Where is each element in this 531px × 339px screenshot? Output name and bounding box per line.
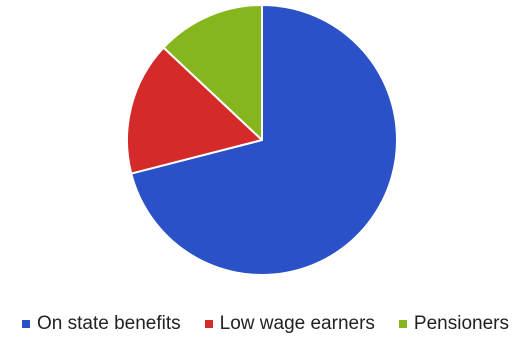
legend-swatch-low-wage-earners (204, 320, 213, 328)
chart-legend: On state benefits Low wage earners Pensi… (0, 312, 531, 336)
pie-slice-on-state-benefits (130, 4, 398, 276)
legend-label-low-wage-earners: Low wage earners (219, 313, 375, 334)
legend-item-on-state-benefits: On state benefits (22, 313, 181, 335)
pie-slice-pensioners (162, 4, 263, 141)
legend-label-on-state-benefits: On state benefits (37, 313, 181, 334)
legend-item-low-wage-earners: Low wage earners (204, 313, 375, 335)
legend-swatch-pensioners (398, 320, 407, 328)
pie-slice-low-wage-earners (126, 46, 263, 175)
legend-item-pensioners: Pensioners (398, 313, 509, 335)
legend-swatch-on-state-benefits (22, 320, 30, 328)
legend-label-pensioners: Pensioners (413, 313, 509, 334)
